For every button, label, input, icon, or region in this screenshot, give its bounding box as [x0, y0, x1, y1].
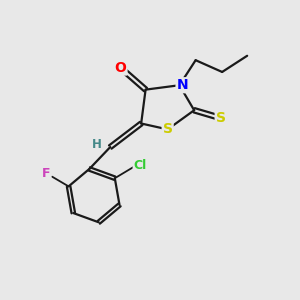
Text: N: N: [177, 78, 188, 92]
Text: S: S: [216, 111, 226, 124]
Text: O: O: [115, 61, 127, 75]
Text: F: F: [42, 167, 50, 180]
Text: S: S: [163, 122, 173, 136]
Text: Cl: Cl: [134, 159, 147, 172]
Text: H: H: [92, 138, 102, 151]
